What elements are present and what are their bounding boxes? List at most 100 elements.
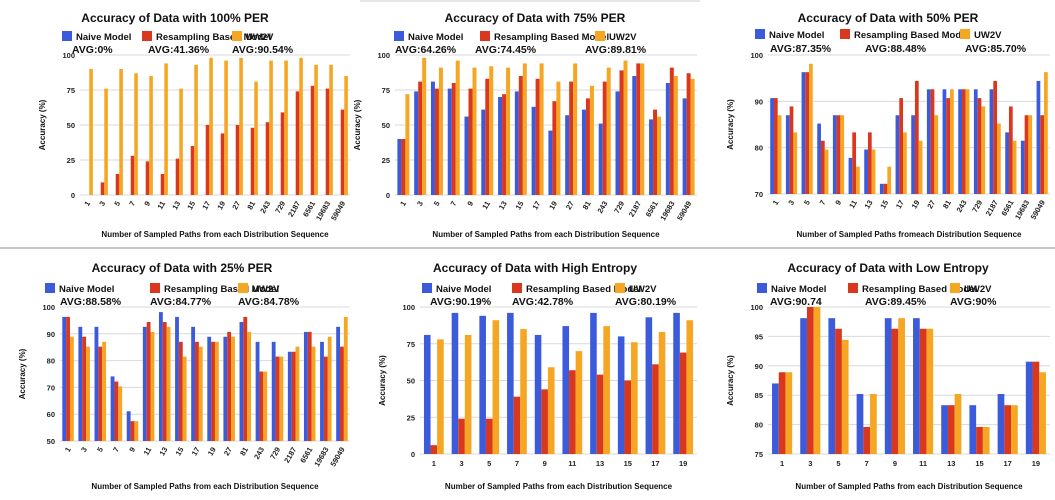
- bar-s2-243: [961, 89, 966, 194]
- x-tick-label: 19: [206, 446, 218, 458]
- bar-s2-13: [596, 374, 604, 454]
- legend-swatch: [615, 283, 625, 293]
- x-tick-label: 19683: [1013, 199, 1031, 222]
- x-tick-label: 729: [273, 200, 287, 215]
- legend-label: Naive Model: [769, 30, 824, 41]
- bar-s2-3: [458, 418, 465, 454]
- bar-s1-19: [911, 115, 915, 194]
- bar-s2-15: [976, 426, 983, 454]
- bar-s3-13: [506, 67, 511, 195]
- bar-s3-3: [464, 334, 472, 454]
- bar-s1-6561: [1005, 132, 1009, 194]
- legend-swatch: [960, 29, 970, 39]
- x-tick-label: 3: [459, 459, 463, 468]
- legend-item-2: Resampling Based Model: [142, 31, 271, 43]
- legend-label: UW2V: [629, 284, 657, 295]
- y-tick-label: 90: [755, 97, 763, 106]
- bar-s1-7: [817, 123, 821, 194]
- chart-panel-4: Accuracy of Data with 25% PER Naive Model…: [18, 261, 350, 491]
- bar-s1-19683: [320, 341, 324, 441]
- x-axis-label: Number of Sampled Paths from each Distri…: [445, 482, 673, 491]
- x-tick-label: 1: [63, 446, 73, 454]
- x-tick-label: 13: [497, 200, 509, 212]
- chart-title: Accuracy of Data with 50% PER: [798, 11, 979, 25]
- bar-s1-5: [479, 315, 486, 454]
- bar-s1-13: [158, 312, 163, 441]
- x-tick-label: 59049: [329, 200, 347, 223]
- x-tick-label: 5: [487, 459, 491, 468]
- x-tick-label: 6561: [298, 446, 314, 465]
- legend-item-1: Naive Model: [757, 283, 826, 295]
- avg-label: AVG:80.19%: [615, 296, 677, 308]
- bar-s3-6561: [314, 64, 318, 195]
- bar-s2-11: [852, 132, 857, 194]
- x-tick-label: 7: [127, 200, 137, 208]
- legend-item-2: Resampling Based Model: [480, 31, 609, 43]
- x-tick-label: 7: [818, 199, 828, 207]
- x-tick-label: 59049: [328, 446, 346, 469]
- bar-s1-17: [997, 394, 1005, 454]
- bar-s2-3: [418, 81, 423, 195]
- avg-label: AVG:89.81%: [585, 44, 647, 56]
- bar-s1-15: [617, 336, 625, 454]
- bar-s2-7: [451, 83, 456, 195]
- bar-s3-81: [254, 81, 258, 195]
- legend-label: UW2V: [246, 32, 274, 43]
- bar-s3-19683: [673, 76, 678, 195]
- y-tick-label: 70: [47, 383, 55, 392]
- x-tick-label: 243: [252, 446, 266, 461]
- x-tick-label: 729: [612, 200, 626, 215]
- bar-s2-13: [867, 132, 872, 194]
- bar-s1-3: [800, 318, 807, 454]
- bar-s3-7: [824, 149, 829, 194]
- bar-s3-3: [86, 346, 90, 441]
- bar-s2-27: [569, 81, 574, 195]
- bar-s2-3: [100, 182, 105, 195]
- bar-s3-59049: [690, 78, 695, 195]
- bar-s2-15: [518, 76, 523, 195]
- y-tick-label: 50: [67, 121, 75, 130]
- bar-s3-17: [658, 331, 666, 454]
- y-tick-label: 100: [62, 51, 75, 60]
- x-tick-label: 81: [941, 199, 953, 211]
- bar-s2-59049: [340, 346, 344, 441]
- x-tick-label: 729: [970, 199, 984, 214]
- bar-s1-81: [581, 109, 586, 195]
- bar-s2-729: [619, 70, 624, 195]
- x-tick-label: 17: [530, 200, 542, 212]
- y-tick-label: 90: [47, 330, 55, 339]
- y-tick-label: 75: [67, 86, 75, 95]
- bar-s1-729: [271, 341, 276, 441]
- bar-s3-243: [269, 60, 273, 195]
- bar-s3-243: [965, 89, 970, 194]
- bar-s3-17: [209, 57, 213, 195]
- legend-swatch: [394, 31, 404, 41]
- x-tick-label: 2187: [286, 200, 302, 219]
- x-tick-label: 15: [174, 446, 186, 458]
- y-tick-label: 75: [382, 86, 390, 95]
- bar-s3-27: [934, 115, 939, 194]
- y-tick-label: 0: [411, 450, 415, 459]
- bar-s1-81: [239, 322, 244, 441]
- bar-s3-6561: [1012, 140, 1017, 194]
- legend-swatch: [595, 31, 605, 41]
- bar-s2-243: [259, 371, 264, 441]
- bar-s2-15: [178, 341, 183, 441]
- bar-s1-5: [430, 81, 435, 195]
- bar-s3-17: [903, 132, 907, 194]
- y-tick-label: 80: [47, 357, 55, 366]
- avg-label: AVG:88.48%: [865, 43, 927, 55]
- bar-s1-7: [110, 376, 115, 441]
- bar-s2-81: [585, 98, 590, 195]
- legend-label: UW2V: [252, 284, 280, 295]
- bar-s2-9: [541, 389, 548, 454]
- bar-s1-2187: [287, 351, 292, 441]
- x-tick-label: 15: [514, 200, 526, 212]
- bar-s1-13: [864, 149, 868, 194]
- x-tick-label: 7: [111, 446, 121, 454]
- legend-item-1: Naive Model: [394, 31, 463, 43]
- bar-s2-17: [535, 78, 540, 195]
- legend-label: Naive Model: [76, 32, 131, 43]
- x-tick-label: 9: [543, 459, 547, 468]
